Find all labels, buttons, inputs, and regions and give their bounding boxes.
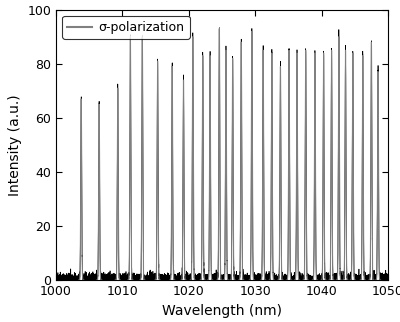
X-axis label: Wavelength (nm): Wavelength (nm): [162, 304, 282, 317]
Legend: σ-polarization: σ-polarization: [62, 16, 190, 39]
Y-axis label: Intensity (a.u.): Intensity (a.u.): [8, 94, 22, 196]
